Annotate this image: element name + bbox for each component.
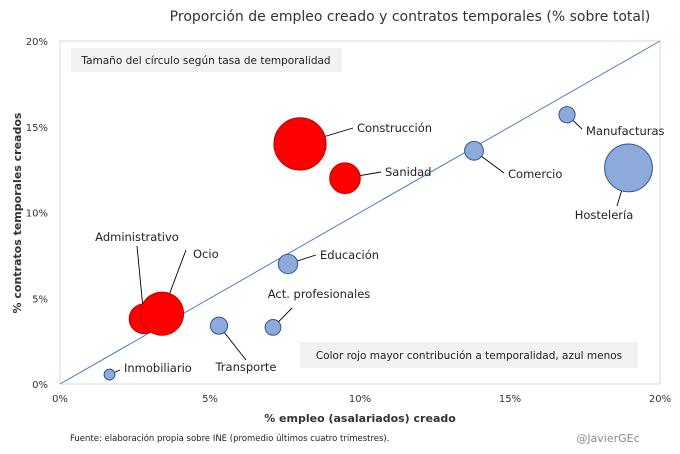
plot-area xyxy=(59,40,661,385)
color-note-box xyxy=(300,342,638,368)
bubble-ocio[interactable] xyxy=(139,291,185,336)
label-inmobiliario: Inmobiliario xyxy=(124,361,192,375)
x-tick-label: 15% xyxy=(499,394,521,405)
color-note: Color rojo mayor contribución a temporal… xyxy=(316,350,622,362)
label-educacion: Educación xyxy=(320,248,379,262)
bubble-comercio[interactable] xyxy=(464,140,484,161)
label-administrativo: Administrativo xyxy=(95,230,179,244)
x-tick-label: 10% xyxy=(349,394,371,405)
bubble-sanidad[interactable] xyxy=(329,162,361,194)
chart-title: Proporción de empleo creado y contratos … xyxy=(170,9,651,25)
author-credit: @JavierGEc xyxy=(576,432,639,445)
label-hosteleria: Hostelería xyxy=(575,208,634,222)
y-tick-label: 5% xyxy=(32,294,48,305)
bubble-transporte[interactable] xyxy=(209,316,229,335)
label-manufacturas: Manufacturas xyxy=(586,124,665,138)
label-construccion: Construcción xyxy=(357,121,432,135)
y-axis-title: % contratos temporales creados xyxy=(11,112,24,313)
label-transporte: Transporte xyxy=(214,360,276,374)
bubble-construccion[interactable] xyxy=(273,117,327,171)
x-tick-label: 20% xyxy=(649,394,671,405)
x-tick-label: 0% xyxy=(52,394,68,405)
bubble-inmobiliario[interactable] xyxy=(103,368,116,381)
size-note: Tamaño del círculo según tasa de tempora… xyxy=(80,55,330,67)
label-comercio: Comercio xyxy=(508,167,562,181)
y-tick-label: 10% xyxy=(26,209,48,220)
bubble-educacion[interactable] xyxy=(277,253,299,275)
label-act-profesionales: Act. profesionales xyxy=(268,287,371,301)
label-sanidad: Sanidad xyxy=(385,165,431,179)
size-note-box xyxy=(71,48,342,72)
bubble-hosteleria[interactable] xyxy=(604,143,653,193)
source-note: Fuente: elaboración propia sobre INE (pr… xyxy=(70,433,389,444)
bubble-manufacturas[interactable] xyxy=(558,106,576,124)
y-tick-label: 15% xyxy=(26,123,48,134)
x-axis-title: % empleo (asalariados) creado xyxy=(264,412,456,425)
x-tick-label: 5% xyxy=(202,394,218,405)
y-tick-label: 0% xyxy=(32,380,48,391)
bubble-act-profesionales[interactable] xyxy=(264,319,282,336)
y-tick-label: 20% xyxy=(26,37,48,48)
label-ocio: Ocio xyxy=(193,247,219,261)
